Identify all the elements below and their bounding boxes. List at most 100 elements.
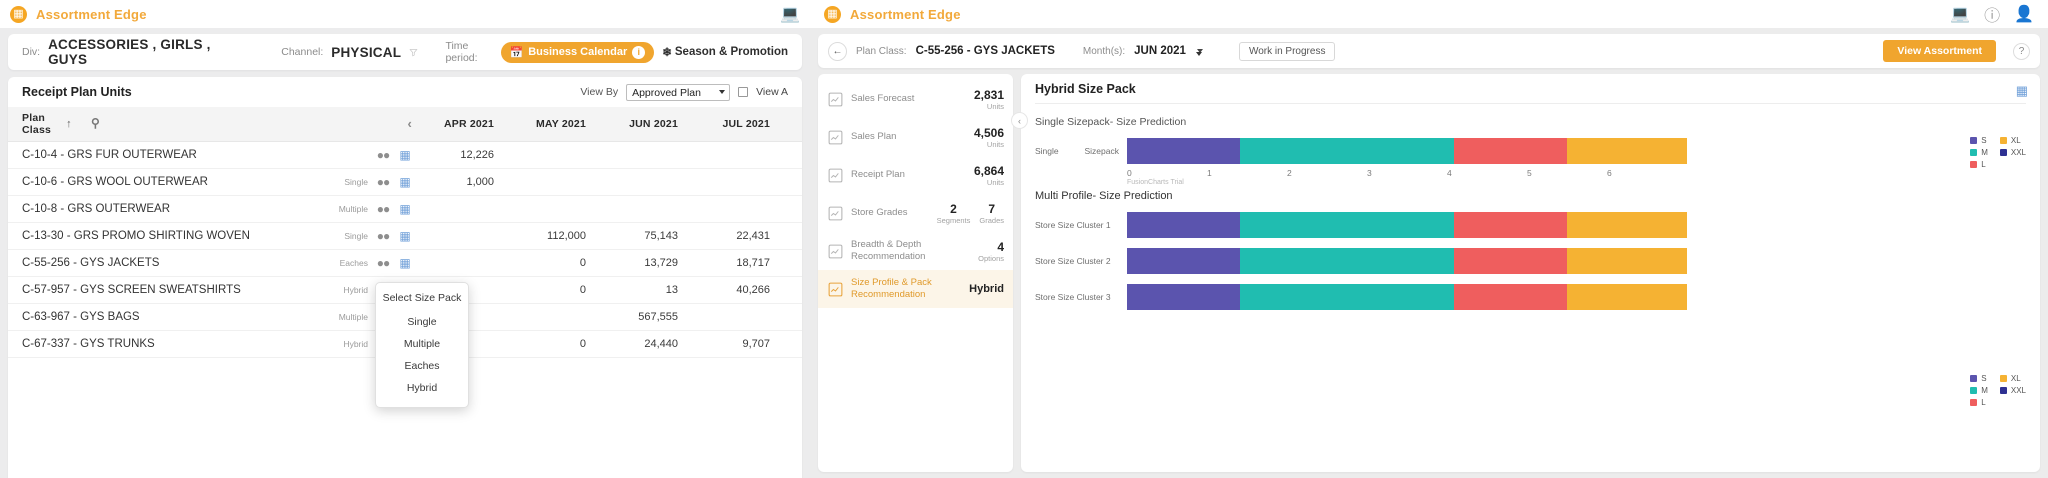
snowflake-icon: ❄ — [662, 47, 672, 59]
chart-row-label: Store Size Cluster 2 — [1035, 256, 1111, 266]
months-value[interactable]: JUN 2021 — [1134, 45, 1186, 57]
size-pack-chart-card: ‹ ▦ Hybrid Size Pack Single Sizepack- Si… — [1011, 74, 2040, 472]
metric-label: Breadth & Depth Recommendation — [851, 239, 926, 262]
filter-bar: Div: ACCESSORIES , GIRLS , GUYS Channel:… — [8, 34, 802, 70]
monitor-icon-right[interactable]: 💻 — [1950, 6, 1971, 23]
bar-segment-M — [1240, 138, 1454, 164]
breadth-depth-icon — [828, 244, 843, 258]
row-pack-type[interactable]: Multiple — [328, 303, 372, 331]
pack-config-icon[interactable]: ●● — [372, 249, 394, 277]
app-brand-title: Assortment Edge — [36, 6, 147, 22]
size-grid-icon[interactable]: ▦ — [394, 141, 416, 169]
legend-item-L: L — [1970, 398, 1988, 407]
store-grades-icon — [828, 206, 843, 220]
col-pack-icon — [372, 107, 394, 142]
stacked-bar — [1127, 212, 1687, 238]
metric-item-0[interactable]: Sales Forecast 2,831 Units — [818, 80, 1013, 118]
help-icon[interactable]: ? — [2013, 42, 2030, 60]
season-promotion-toggle[interactable]: ❄ Season & Promotion — [662, 45, 788, 59]
metric-item-5[interactable]: Size Profile & Pack Recommendation Hybrid — [818, 270, 1013, 308]
metric-item-2[interactable]: Receipt Plan 6,864 Units — [818, 156, 1013, 194]
months-chevron-wrap[interactable] — [1195, 45, 1207, 57]
row-pack-type[interactable]: Eaches — [328, 249, 372, 277]
receipt-plan-card-head: Receipt Plan Units View By Approved Plan… — [8, 77, 802, 107]
filter-funnel-icon[interactable] — [409, 47, 418, 58]
table-row[interactable]: C-13-30 - GRS PROMO SHIRTING WOVEN Single… — [8, 222, 802, 250]
search-icon[interactable]: ⚲ — [90, 115, 100, 130]
pack-config-icon[interactable]: ●● — [372, 141, 394, 169]
metric-item-3[interactable]: Store Grades 2 Segments 7 Grades — [818, 194, 1013, 232]
row-plan-class: C-55-256 - GYS JACKETS — [8, 249, 328, 277]
right-panel: ▦ Assortment Edge 💻 ⓘ 👤 ← Plan Class: C-… — [810, 0, 2048, 478]
size-grid-icon[interactable]: ▦ — [394, 249, 416, 277]
metric-label: Receipt Plan — [851, 169, 905, 181]
col-pack-type — [328, 107, 372, 142]
chart-row-label: Store Size Cluster 3 — [1035, 292, 1111, 302]
row-pack-type[interactable]: Single — [328, 222, 372, 250]
col-plan-class[interactable]: Plan Class ↑ ⚲ — [8, 107, 328, 142]
col-may-2021[interactable]: MAY 2021 — [508, 107, 600, 142]
single-sizepack-chart: Single Sizepack 0 1 2 3 4 5 6 FusionCharts Trial S… — [1035, 136, 2026, 186]
table-row[interactable]: C-10-4 - GRS FUR OUTERWEAR ●● ▦ 12,226 — [8, 141, 802, 169]
view-all-checkbox[interactable] — [738, 87, 749, 97]
business-calendar-pill[interactable]: 📅 Business Calendar i — [500, 41, 655, 63]
div-value[interactable]: ACCESSORIES , GIRLS , GUYS — [48, 37, 211, 67]
channel-value[interactable]: PHYSICAL — [331, 44, 402, 60]
size-grid-icon[interactable]: ▦ — [394, 195, 416, 223]
size-pack-dropdown[interactable]: Select Size Pack Single Multiple Eaches … — [375, 282, 469, 408]
back-arrow-icon[interactable]: ← — [828, 41, 847, 61]
info-icon[interactable]: i — [632, 45, 646, 59]
pack-config-icon[interactable]: ●● — [372, 222, 394, 250]
bar-segment-L — [1453, 212, 1567, 238]
dropdown-item-eaches[interactable]: Eaches — [404, 360, 440, 372]
dropdown-item-multiple[interactable]: Multiple — [403, 338, 441, 350]
table-row[interactable]: C-10-6 - GRS WOOL OUTERWEAR Single ●● ▦ 1,00… — [8, 168, 802, 196]
metric-item-1[interactable]: Sales Plan 4,506 Units — [818, 118, 1013, 156]
row-pack-type[interactable]: Hybrid — [328, 330, 372, 358]
sort-asc-icon[interactable]: ↑ — [66, 117, 72, 130]
table-row[interactable]: C-10-8 - GRS OUTERWEAR Multiple ●● ▦ — [8, 195, 802, 223]
legend-item-XXL: XXL — [1999, 386, 2026, 395]
chart-row-label: Store Size Cluster 1 — [1035, 220, 1111, 230]
dropdown-item-single[interactable]: Single — [407, 316, 437, 328]
x-tick: 3 — [1367, 168, 1372, 178]
stacked-bar — [1127, 138, 1687, 164]
grid-view-icon[interactable]: ▦ — [2015, 83, 2028, 98]
table-row[interactable]: C-57-957 - GYS SCREEN SWEATSHIRTSHybrid●… — [8, 276, 802, 304]
row-pack-type[interactable]: Hybrid — [328, 276, 372, 304]
chevron-left-icon[interactable]: ‹ — [1011, 112, 1028, 129]
monitor-icon[interactable]: 💻 — [780, 6, 800, 23]
bar-segment-S — [1127, 284, 1241, 310]
chevron-left-icon[interactable]: ‹ — [407, 116, 412, 132]
row-value-3 — [692, 168, 784, 196]
status-badge: Work in Progress — [1238, 41, 1336, 61]
bar-segment-XL — [1566, 284, 1687, 310]
col-apr-2021[interactable]: APR 2021 — [416, 107, 508, 142]
row-value-2: 13,729 — [600, 249, 692, 277]
row-pack-type[interactable] — [328, 141, 372, 169]
view-by-select[interactable]: Approved Plan — [626, 84, 731, 102]
view-assortment-button[interactable]: View Assortment — [1883, 40, 1996, 62]
user-avatar-icon[interactable]: 👤 — [2014, 6, 2034, 23]
sales-plan-icon — [828, 130, 843, 144]
dropdown-item-hybrid[interactable]: Hybrid — [406, 382, 438, 394]
col-jun-2021[interactable]: JUN 2021 — [600, 107, 692, 142]
size-grid-icon[interactable]: ▦ — [394, 222, 416, 250]
col-aug-2021[interactable]: AUG 2021 — [784, 107, 802, 142]
receipt-plan-icon — [828, 168, 843, 182]
metric-item-4[interactable]: Breadth & Depth Recommendation 4 Options — [818, 232, 1013, 270]
row-value-0 — [416, 249, 508, 277]
chart-row: Store Size Cluster 3 — [1035, 284, 2026, 310]
pack-config-icon[interactable]: ●● — [372, 195, 394, 223]
row-pack-type[interactable]: Single — [328, 168, 372, 196]
row-plan-class: C-10-6 - GRS WOOL OUTERWEAR — [8, 168, 328, 196]
table-row[interactable]: C-55-256 - GYS JACKETS Eaches ●● ▦ 0 13,729 18… — [8, 249, 802, 277]
size-grid-icon[interactable]: ▦ — [394, 168, 416, 196]
help-circle-icon[interactable]: ⓘ — [1984, 8, 2001, 25]
col-jul-2021[interactable]: JUL 2021 — [692, 107, 784, 142]
pack-config-icon[interactable]: ●● — [372, 168, 394, 196]
metric-label: Sales Plan — [851, 131, 897, 143]
right-topbar: ▦ Assortment Edge 💻 ⓘ 👤 — [810, 0, 2048, 28]
col-prev-page[interactable]: ‹ — [394, 107, 416, 142]
row-pack-type[interactable]: Multiple — [328, 195, 372, 223]
